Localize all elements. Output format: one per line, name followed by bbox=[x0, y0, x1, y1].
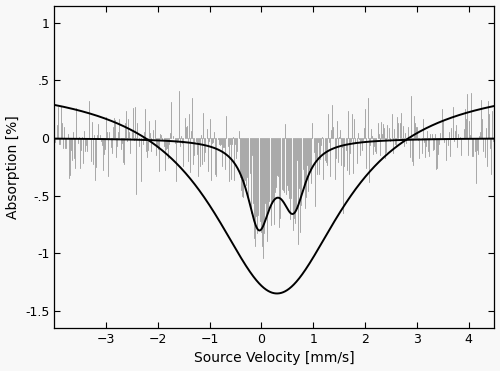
Y-axis label: Absorption [%]: Absorption [%] bbox=[6, 115, 20, 219]
X-axis label: Source Velocity [mm/s]: Source Velocity [mm/s] bbox=[194, 351, 354, 365]
